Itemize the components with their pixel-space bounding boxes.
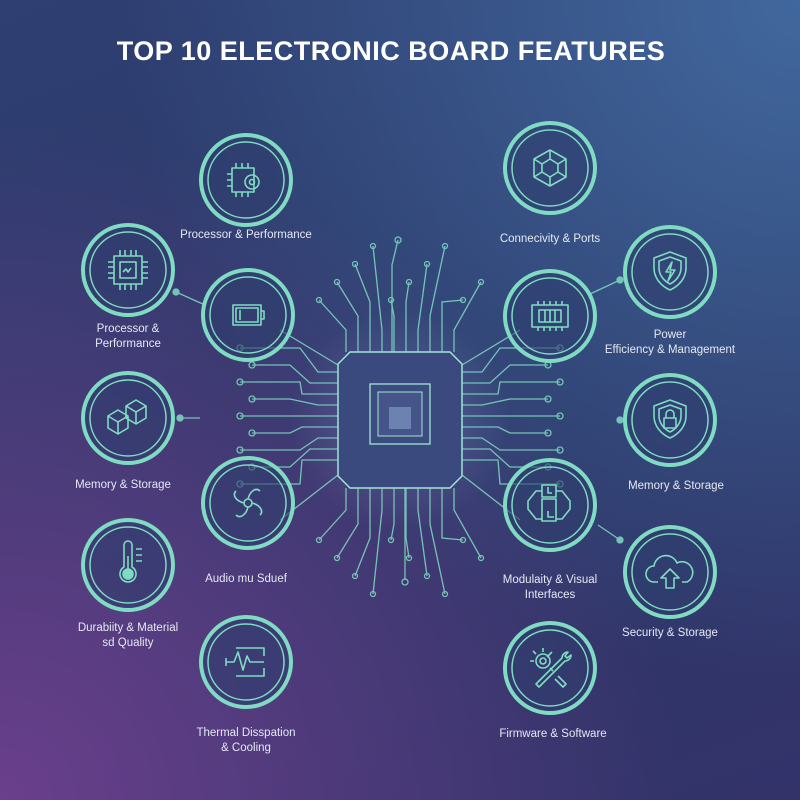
battery-icon [232, 304, 265, 326]
pulse-icon [225, 647, 265, 677]
feature-label: Audio mu Sduef [205, 573, 287, 585]
feature-label: Power Efficiency & Management [604, 329, 736, 356]
feature-node-n13 [623, 525, 717, 619]
feature-node-n10 [503, 269, 597, 363]
shield-bolt-icon [653, 251, 687, 291]
feature-node-n2 [81, 223, 175, 317]
feature-node-n5 [201, 456, 295, 550]
feature-label: Firmware & Software [499, 728, 607, 740]
fan-icon [233, 488, 263, 518]
feature-node-n4 [81, 371, 175, 465]
cpu-chip-icon [108, 250, 148, 290]
thermometer-icon [119, 540, 142, 583]
modules-icon [527, 484, 571, 522]
feature-label: Processor & Performance [180, 229, 312, 241]
feature-node-n8 [503, 121, 597, 215]
feature-node-n3 [201, 268, 295, 362]
central-chip [290, 310, 510, 530]
shield-lock-icon [653, 399, 687, 439]
feature-node-n11 [623, 373, 717, 467]
page-title: TOP 10 ELECTRONIC BOARD FEATURES [116, 36, 666, 66]
feature-node-n14 [503, 621, 597, 715]
feature-node-n12 [503, 458, 597, 552]
memory-blocks-icon [107, 399, 147, 435]
feature-node-n6 [81, 518, 175, 612]
feature-label: Memory & Storage [75, 479, 171, 491]
feature-label: Security & Storage [622, 627, 718, 639]
feature-label: Durabiity & Material sd Quality [77, 622, 179, 649]
feature-node-n9 [623, 225, 717, 319]
feature-label: Connecivity & Ports [499, 233, 601, 245]
feature-label: Memory & Storage [628, 480, 724, 492]
cpu-gear-icon [227, 163, 260, 197]
ram-module-icon [531, 301, 569, 331]
cloud-upload-icon [645, 554, 694, 589]
gear-wrench-icon [530, 648, 572, 688]
feature-label: Processor & Performance [95, 323, 161, 350]
feature-label: Modulaity & Visual Interfaces [502, 574, 598, 601]
feature-node-n1 [199, 133, 293, 227]
network-icon [533, 149, 567, 187]
feature-node-n7 [199, 615, 293, 709]
feature-label: Thermal Disspation & Cooling [196, 727, 296, 754]
